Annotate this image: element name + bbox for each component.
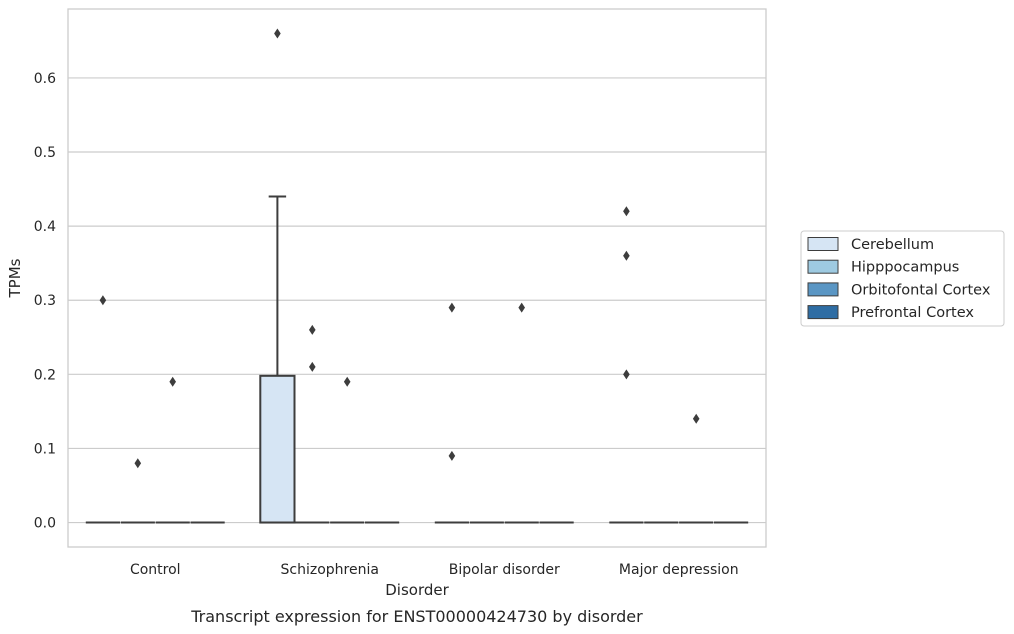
legend-label: Cerebellum bbox=[851, 237, 934, 253]
legend-swatch bbox=[807, 259, 839, 274]
y-tick-label: 0.2 bbox=[34, 367, 56, 383]
box-group bbox=[330, 376, 365, 524]
box-group bbox=[609, 206, 644, 524]
outlier-point bbox=[623, 206, 630, 217]
figure-caption: Transcript expression for ENST0000042473… bbox=[190, 607, 643, 626]
outlier-point bbox=[623, 369, 630, 380]
plot-area bbox=[68, 9, 766, 547]
outlier-point bbox=[518, 302, 525, 313]
outlier-point bbox=[448, 302, 456, 313]
x-tick-label: Control bbox=[130, 562, 181, 578]
box-group bbox=[85, 295, 121, 524]
outlier-point bbox=[623, 250, 630, 261]
legend-swatch bbox=[807, 282, 839, 297]
box-group bbox=[679, 413, 714, 524]
outlier-point bbox=[343, 376, 351, 387]
outlier-point bbox=[169, 376, 176, 387]
x-tick-labels: Control Schizophrenia Bipolar disorder Majo… bbox=[130, 562, 739, 578]
y-tick-label: 0.4 bbox=[34, 219, 56, 235]
box-group bbox=[504, 302, 539, 524]
y-axis-label: TPMs bbox=[6, 258, 24, 298]
outlier-point bbox=[99, 295, 107, 306]
y-tick-label: 0.0 bbox=[34, 516, 56, 532]
box-group bbox=[259, 28, 296, 524]
legend-label: Hipppocampus bbox=[851, 260, 959, 276]
x-tick-label: Schizophrenia bbox=[281, 562, 379, 578]
legend: Cerebellum Hipppocampus Orbitofontal Corte… bbox=[800, 230, 1005, 327]
outlier-point bbox=[692, 413, 700, 424]
box-group bbox=[120, 458, 155, 524]
x-tick-label: Major depression bbox=[619, 562, 739, 578]
legend-label: Prefrontal Cortex bbox=[851, 305, 974, 321]
outlier-point bbox=[309, 361, 316, 372]
legend-frame bbox=[800, 230, 1005, 327]
legend-swatch bbox=[807, 237, 839, 251]
box-group bbox=[295, 324, 330, 524]
outlier-point bbox=[134, 458, 142, 469]
box-group bbox=[155, 376, 190, 524]
y-tick-label: 0.6 bbox=[34, 71, 56, 87]
box-group bbox=[434, 302, 470, 524]
x-axis-label: Disorder bbox=[385, 581, 449, 599]
outlier-point bbox=[448, 450, 456, 461]
legend-swatch bbox=[807, 305, 839, 320]
x-tick-label: Bipolar disorder bbox=[449, 562, 560, 578]
legend-label: Orbitofontal Cortex bbox=[851, 282, 991, 298]
y-tick-label: 0.3 bbox=[34, 293, 56, 309]
box bbox=[259, 374, 296, 524]
plot-frame bbox=[67, 8, 767, 548]
outlier-point bbox=[309, 324, 316, 335]
y-tick-label: 0.5 bbox=[34, 145, 56, 161]
y-tick-label: 0.1 bbox=[34, 441, 56, 457]
outlier-point bbox=[274, 28, 281, 39]
y-tick-labels: 0.0 0.1 0.2 0.3 0.4 0.5 0.6 bbox=[34, 71, 56, 532]
box-marks bbox=[85, 28, 749, 524]
